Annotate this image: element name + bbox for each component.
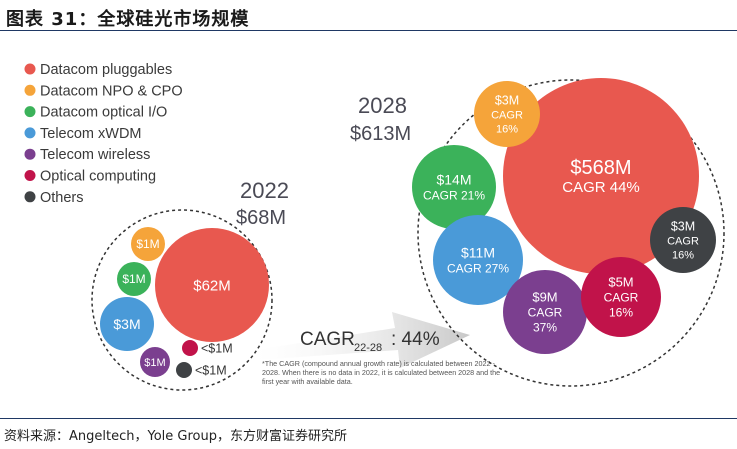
bubble-datacom-optical-i-o <box>412 145 496 229</box>
bubble-telecom-wireless <box>140 347 170 377</box>
bubble-cagr-label: CAGR <box>604 291 639 305</box>
legend-label: Others <box>40 190 84 206</box>
legend-marker <box>24 63 36 75</box>
legend-label: Telecom wireless <box>40 147 150 163</box>
bubble-value-label: $568M <box>570 157 631 179</box>
bubble-value-label: <$1M <box>201 342 233 356</box>
cagr-label: CAGR <box>300 329 355 350</box>
page-title: 图表 31：全球硅光市场规模 <box>6 9 250 30</box>
legend-marker <box>24 148 36 160</box>
bubble-optical-computing <box>581 257 661 337</box>
footnote: *The CAGR (compound annual growth rate) … <box>262 359 500 386</box>
bubble-telecom-xwdm <box>100 297 154 351</box>
legend-marker <box>24 106 36 118</box>
bubble-value-label: $9M <box>532 290 557 305</box>
bubble-cagr-label: CAGR 27% <box>447 261 509 275</box>
bubble-value-label: <$1M <box>195 364 227 378</box>
group-2022: 2022 $68M $62M $1M $1M $3M $1M <$1M <$1M <box>91 178 289 391</box>
bubble-value-label: $11M <box>461 244 495 260</box>
bubble-cagr-label: 16% <box>496 123 518 135</box>
bubble-value-label: $14M <box>436 171 471 187</box>
bubble-cagr-label: CAGR <box>528 306 563 320</box>
bubble-cagr-label: CAGR 44% <box>562 179 640 196</box>
cagr-value: : 44% <box>391 329 440 350</box>
group-boundary <box>417 79 725 387</box>
legend-label: Datacom pluggables <box>40 62 172 78</box>
bubble-value-label: $1M <box>122 272 145 286</box>
group-total-label: $613M <box>350 123 411 145</box>
bubble-cagr-label: 37% <box>533 321 557 335</box>
bubble-value-label: $62M <box>193 277 231 294</box>
source-note: 资料来源：Angeltech，Yole Group，东方财富证券研究所 <box>4 429 347 444</box>
bubble-datacom-npo-cpo <box>474 81 540 147</box>
bubble-datacom-optical-i-o <box>117 262 151 296</box>
group-year-label: 2022 <box>240 178 289 203</box>
bubble-value-label: $3M <box>671 219 695 233</box>
bubble-cagr-label: CAGR <box>667 235 699 247</box>
bubble-value-label: $3M <box>495 93 519 107</box>
bubble-cagr-label: 16% <box>672 249 694 261</box>
legend-marker <box>24 127 36 139</box>
bubble-datacom-npo-cpo <box>131 227 165 261</box>
bubble-datacom-pluggables <box>503 78 699 274</box>
bubble-telecom-xwdm <box>433 215 523 305</box>
group-total-label: $68M <box>236 207 286 229</box>
bubble-others <box>176 362 192 378</box>
legend-marker <box>24 84 36 96</box>
legend-label: Datacom optical I/O <box>40 105 167 121</box>
bubble-telecom-wireless <box>503 270 587 354</box>
footnote-line-2: 2028. When there is no data in 2022, it … <box>262 368 500 377</box>
footnote-line-3: first year with available data. <box>262 377 353 386</box>
bubble-others <box>650 207 716 273</box>
bubble-value-label: $3M <box>113 316 140 332</box>
group-boundary <box>91 209 273 391</box>
bubble-cagr-label: 16% <box>609 306 633 320</box>
legend-label: Datacom NPO & CPO <box>40 83 183 99</box>
bottom-divider <box>0 418 737 419</box>
footnote-line-1: *The CAGR (compound annual growth rate) … <box>262 359 496 368</box>
growth-arrow <box>255 312 470 368</box>
top-divider <box>0 30 737 31</box>
bubble-value-label: $1M <box>136 237 159 251</box>
legend-label: Optical computing <box>40 169 156 185</box>
legend: Datacom pluggables Datacom NPO & CPO Datac… <box>24 62 183 206</box>
bubble-cagr-label: CAGR <box>491 109 523 121</box>
legend-marker <box>24 170 36 181</box>
bubble-optical-computing <box>182 340 198 356</box>
cagr-sub-label: 22-28 <box>354 342 382 354</box>
group-year-label: 2028 <box>358 93 407 118</box>
bubble-value-label: $1M <box>144 357 165 369</box>
bubble-value-label: $5M <box>608 275 633 290</box>
legend-label: Telecom xWDM <box>40 126 142 142</box>
legend-marker <box>24 191 36 203</box>
bubble-datacom-pluggables <box>155 228 269 342</box>
bubble-cagr-label: CAGR 21% <box>423 188 485 202</box>
